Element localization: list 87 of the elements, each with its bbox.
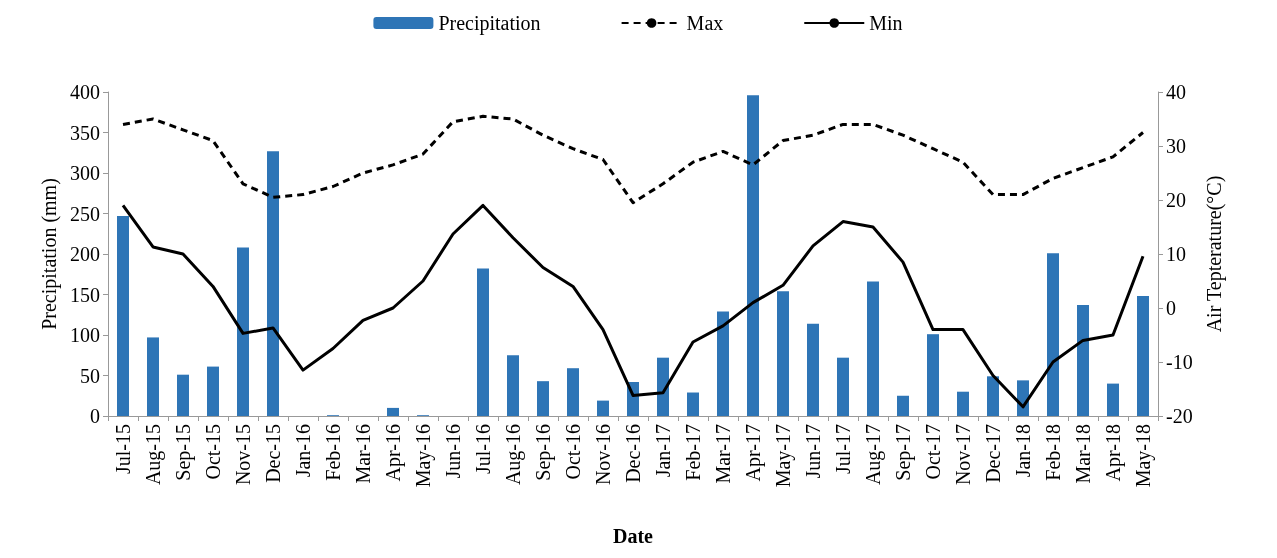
bar [477,268,489,416]
x-tick-label: Mar-18 [1072,424,1094,484]
x-tick-label: Oct-17 [922,424,944,480]
x-tick-label: Jul-15 [112,424,134,474]
y-tick-label: 400 [70,81,100,103]
x-tick-label: Sep-17 [892,424,915,481]
x-tick-label: Apr-18 [1102,424,1125,482]
bar [207,366,219,416]
bar [567,368,579,416]
y2-tick-label: -10 [1166,351,1193,373]
bar [507,355,519,416]
x-tick-label: Jun-17 [802,424,824,479]
bar [1077,305,1089,416]
bar [897,395,909,416]
y-tick-label: 150 [70,283,100,306]
x-tick-label: Mar-16 [352,424,374,484]
x-tick-label: Feb-16 [322,424,344,481]
legend-label: Max [686,12,724,34]
x-tick-label: Jan-17 [652,424,674,478]
x-tick-label: Jul-17 [832,424,854,474]
bar [987,376,999,416]
bar [867,281,879,416]
bar [387,407,399,416]
y-axis-title: Precipitation (mm) [38,178,62,330]
x-tick-label: May-17 [772,424,795,488]
x-tick-label: Jan-16 [292,424,314,478]
y-tick-label: 100 [70,324,100,346]
x-tick-label: Aug-17 [862,424,885,486]
y-tick-label: 300 [70,162,100,184]
y2-tick-label: 10 [1166,243,1186,265]
bar [117,215,129,416]
y-tick-label: 250 [70,202,100,225]
x-tick-label: Nov-15 [232,424,254,486]
line-series [121,203,1145,409]
y2-tick-label: 20 [1166,189,1186,211]
bar [597,400,609,416]
x-tick-label: May-16 [412,424,435,488]
x-tick-label: Sep-15 [172,424,195,481]
y-tick-label: 50 [80,364,100,387]
x-tick-label: Aug-15 [142,424,165,486]
x-tick-label: Feb-17 [682,424,704,481]
y-tick-label: 0 [90,405,100,427]
x-tick-label: Apr-16 [382,424,405,482]
y2-tick-label: 40 [1166,81,1186,103]
x-tick-label: Jun-16 [442,424,464,479]
bar [1137,296,1149,416]
bar [657,357,669,416]
bar [237,247,249,416]
x-tick-label: Dec-17 [982,424,1004,483]
x-tick-label: Feb-18 [1042,424,1064,481]
y2-axis-title: Air Tepterature(°C) [1202,175,1226,333]
bar [1107,383,1119,416]
x-tick-label: Nov-16 [592,424,614,486]
bar [147,337,159,416]
bar [777,291,789,416]
y2-tick-label: -20 [1166,405,1193,427]
x-tick-label: Mar-17 [712,424,734,484]
bar [687,392,699,416]
x-tick-label: Apr-17 [742,424,765,482]
x-tick-label: Oct-15 [202,424,224,480]
bar [177,374,189,416]
x-tick-label: Jan-18 [1012,424,1034,478]
bar [927,334,939,416]
bar [747,95,759,416]
bar [267,151,279,416]
x-tick-label: Nov-17 [952,424,974,486]
bar [1047,253,1059,416]
bar [837,357,849,416]
bar [957,391,969,416]
y2-tick-label: 30 [1166,135,1186,157]
x-tick-label: Sep-16 [532,424,555,481]
y-tick-label: 200 [70,243,100,265]
x-tick-label: Dec-15 [262,424,284,483]
x-axis-title: Date [613,525,654,547]
legend-label: Precipitation [438,12,541,35]
bar [807,323,819,416]
x-tick-label: Oct-16 [562,424,584,480]
line-series [121,114,1145,205]
bar [717,311,729,416]
x-tick-label: Aug-16 [502,424,525,486]
y2-tick-label: 0 [1166,297,1176,319]
x-tick-label: Jul-16 [472,424,494,474]
y-tick-label: 350 [70,121,100,144]
x-tick-label: Dec-16 [622,424,644,483]
bar [537,381,549,416]
x-tick-label: May-18 [1132,424,1155,488]
legend-label: Min [869,12,903,34]
